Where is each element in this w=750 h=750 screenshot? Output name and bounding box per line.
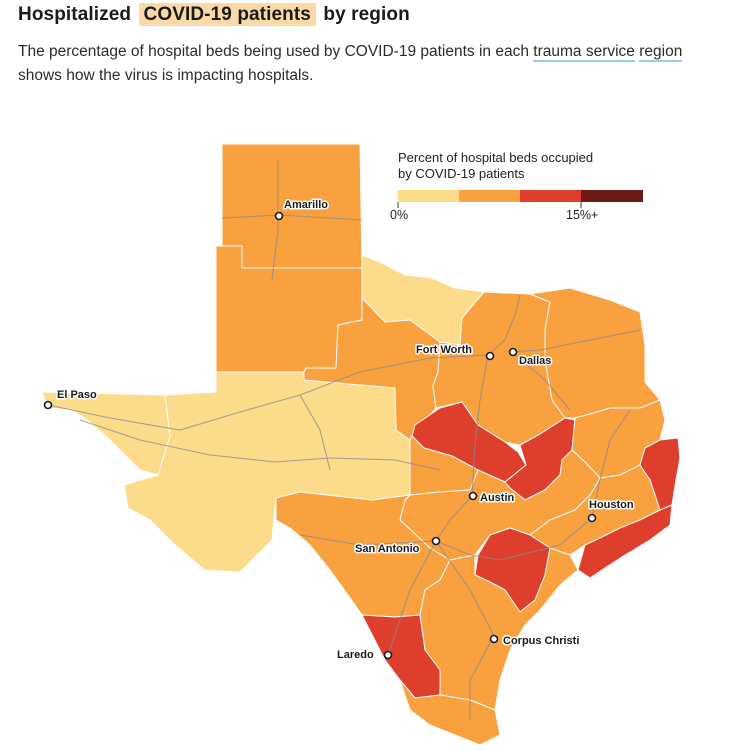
headline: Hospitalized COVID-19 patients by region <box>18 3 410 26</box>
region-rio-grande-valley[interactable] <box>399 679 501 746</box>
city-marker-amarillo[interactable] <box>274 211 284 221</box>
legend-swatch-very-high <box>581 190 643 202</box>
legend-swatch-high <box>520 190 581 202</box>
city-marker-austin[interactable] <box>468 491 478 501</box>
city-label-san-antonio: San Antonio <box>355 543 420 555</box>
legend-min-label: 0% <box>390 208 408 222</box>
highways <box>47 160 641 720</box>
description-part2: shows how the virus is impacting hospita… <box>18 67 314 84</box>
headline-before: Hospitalized <box>18 4 132 25</box>
headline-after: by region <box>323 4 410 25</box>
city-marker-san-antonio[interactable] <box>431 536 441 546</box>
city-label-corpus-christi: Corpus Christi <box>503 635 579 647</box>
city-marker-corpus-christi[interactable] <box>489 634 499 644</box>
city-label-el-paso: El Paso <box>57 389 97 401</box>
city-marker-laredo[interactable] <box>383 650 393 660</box>
legend-title-line1: Percent of hospital beds occupied <box>398 150 593 165</box>
legend: Percent of hospital beds occupied by COV… <box>390 150 643 222</box>
headline-highlight: COVID-19 patients <box>138 3 316 26</box>
city-marker-dallas[interactable] <box>508 347 518 357</box>
region-far-west[interactable] <box>41 391 171 476</box>
legend-max-label: 15%+ <box>566 208 598 222</box>
trauma-service-link[interactable]: trauma service <box>533 43 635 62</box>
legend-title-line2: by COVID-19 patients <box>398 166 525 181</box>
legend-swatch-low <box>398 190 459 202</box>
city-marker-houston[interactable] <box>587 513 597 523</box>
city-label-austin: Austin <box>480 492 515 504</box>
city-label-laredo: Laredo <box>337 649 374 661</box>
city-label-amarillo: Amarillo <box>284 199 328 211</box>
region-laredo[interactable] <box>361 614 441 699</box>
city-label-houston: Houston <box>589 499 634 511</box>
city-marker-fort-worth[interactable] <box>485 351 495 361</box>
legend-swatch-moderate <box>459 190 520 202</box>
city-label-dallas: Dallas <box>519 355 551 367</box>
city-markers: Amarillo El Paso Fort Worth Dallas Austi… <box>43 198 635 663</box>
region-link[interactable]: region <box>639 43 683 62</box>
description: The percentage of hospital beds being us… <box>18 40 698 88</box>
city-label-fort-worth: Fort Worth <box>416 344 472 356</box>
region-houston-coast[interactable] <box>577 504 673 579</box>
description-part1: The percentage of hospital beds being us… <box>18 43 529 60</box>
city-marker-el-paso[interactable] <box>43 400 53 410</box>
